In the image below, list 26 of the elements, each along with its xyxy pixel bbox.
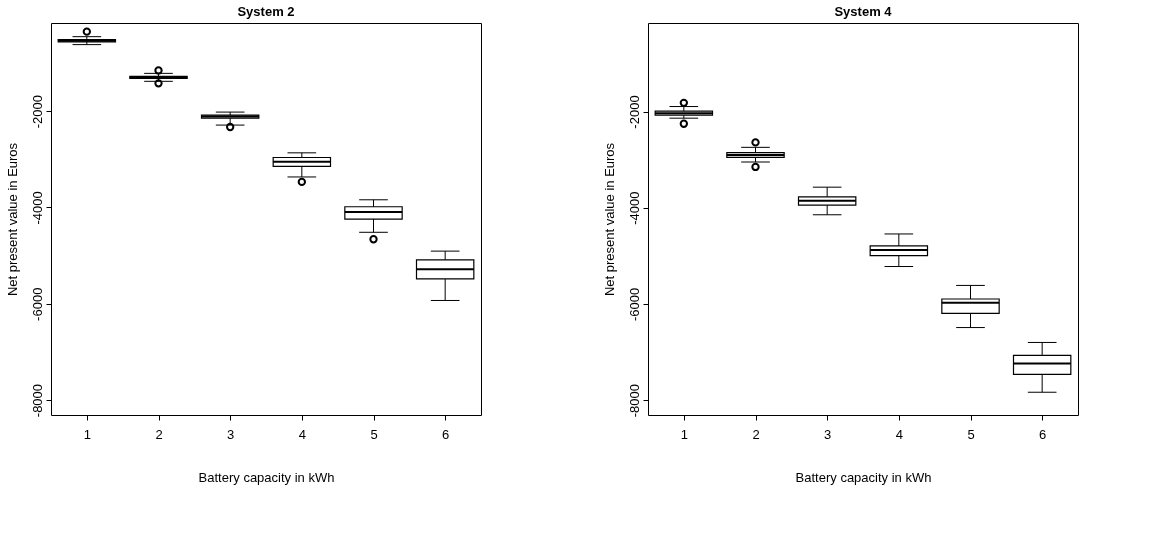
y-tick-label: -2000 (626, 95, 642, 129)
x-tick-label: 2 (155, 426, 163, 442)
x-tick-label: 2 (752, 426, 760, 442)
x-tick-label: 3 (824, 426, 832, 442)
x-tick-label: 1 (680, 426, 688, 442)
x-axis-title: Battery capacity in kWh (795, 469, 932, 485)
x-tick-label: 5 (967, 426, 975, 442)
y-tick-label: -6000 (626, 287, 642, 322)
x-tick-label: 3 (227, 426, 235, 442)
chart-title: System 2 (237, 4, 295, 19)
y-axis-title: Net present value in Euros (601, 142, 617, 297)
x-tick-label: 4 (298, 426, 306, 442)
x-tick-label: 1 (83, 426, 91, 442)
y-axis-title: Net present value in Euros (4, 142, 20, 297)
chart-title: System 4 (834, 4, 893, 19)
y-tick-label: -4000 (626, 191, 642, 225)
y-tick-label: -8000 (29, 383, 45, 418)
y-tick-label: -6000 (29, 287, 45, 321)
x-tick-label: 6 (1039, 426, 1047, 442)
x-tick-label: 5 (370, 426, 378, 442)
y-tick-label: -8000 (626, 383, 642, 418)
x-tick-label: 6 (442, 426, 450, 442)
x-tick-label: 4 (895, 426, 903, 442)
x-axis-title: Battery capacity in kWh (198, 469, 335, 485)
y-tick-label: -4000 (29, 191, 45, 225)
y-tick-label: -2000 (29, 95, 45, 129)
